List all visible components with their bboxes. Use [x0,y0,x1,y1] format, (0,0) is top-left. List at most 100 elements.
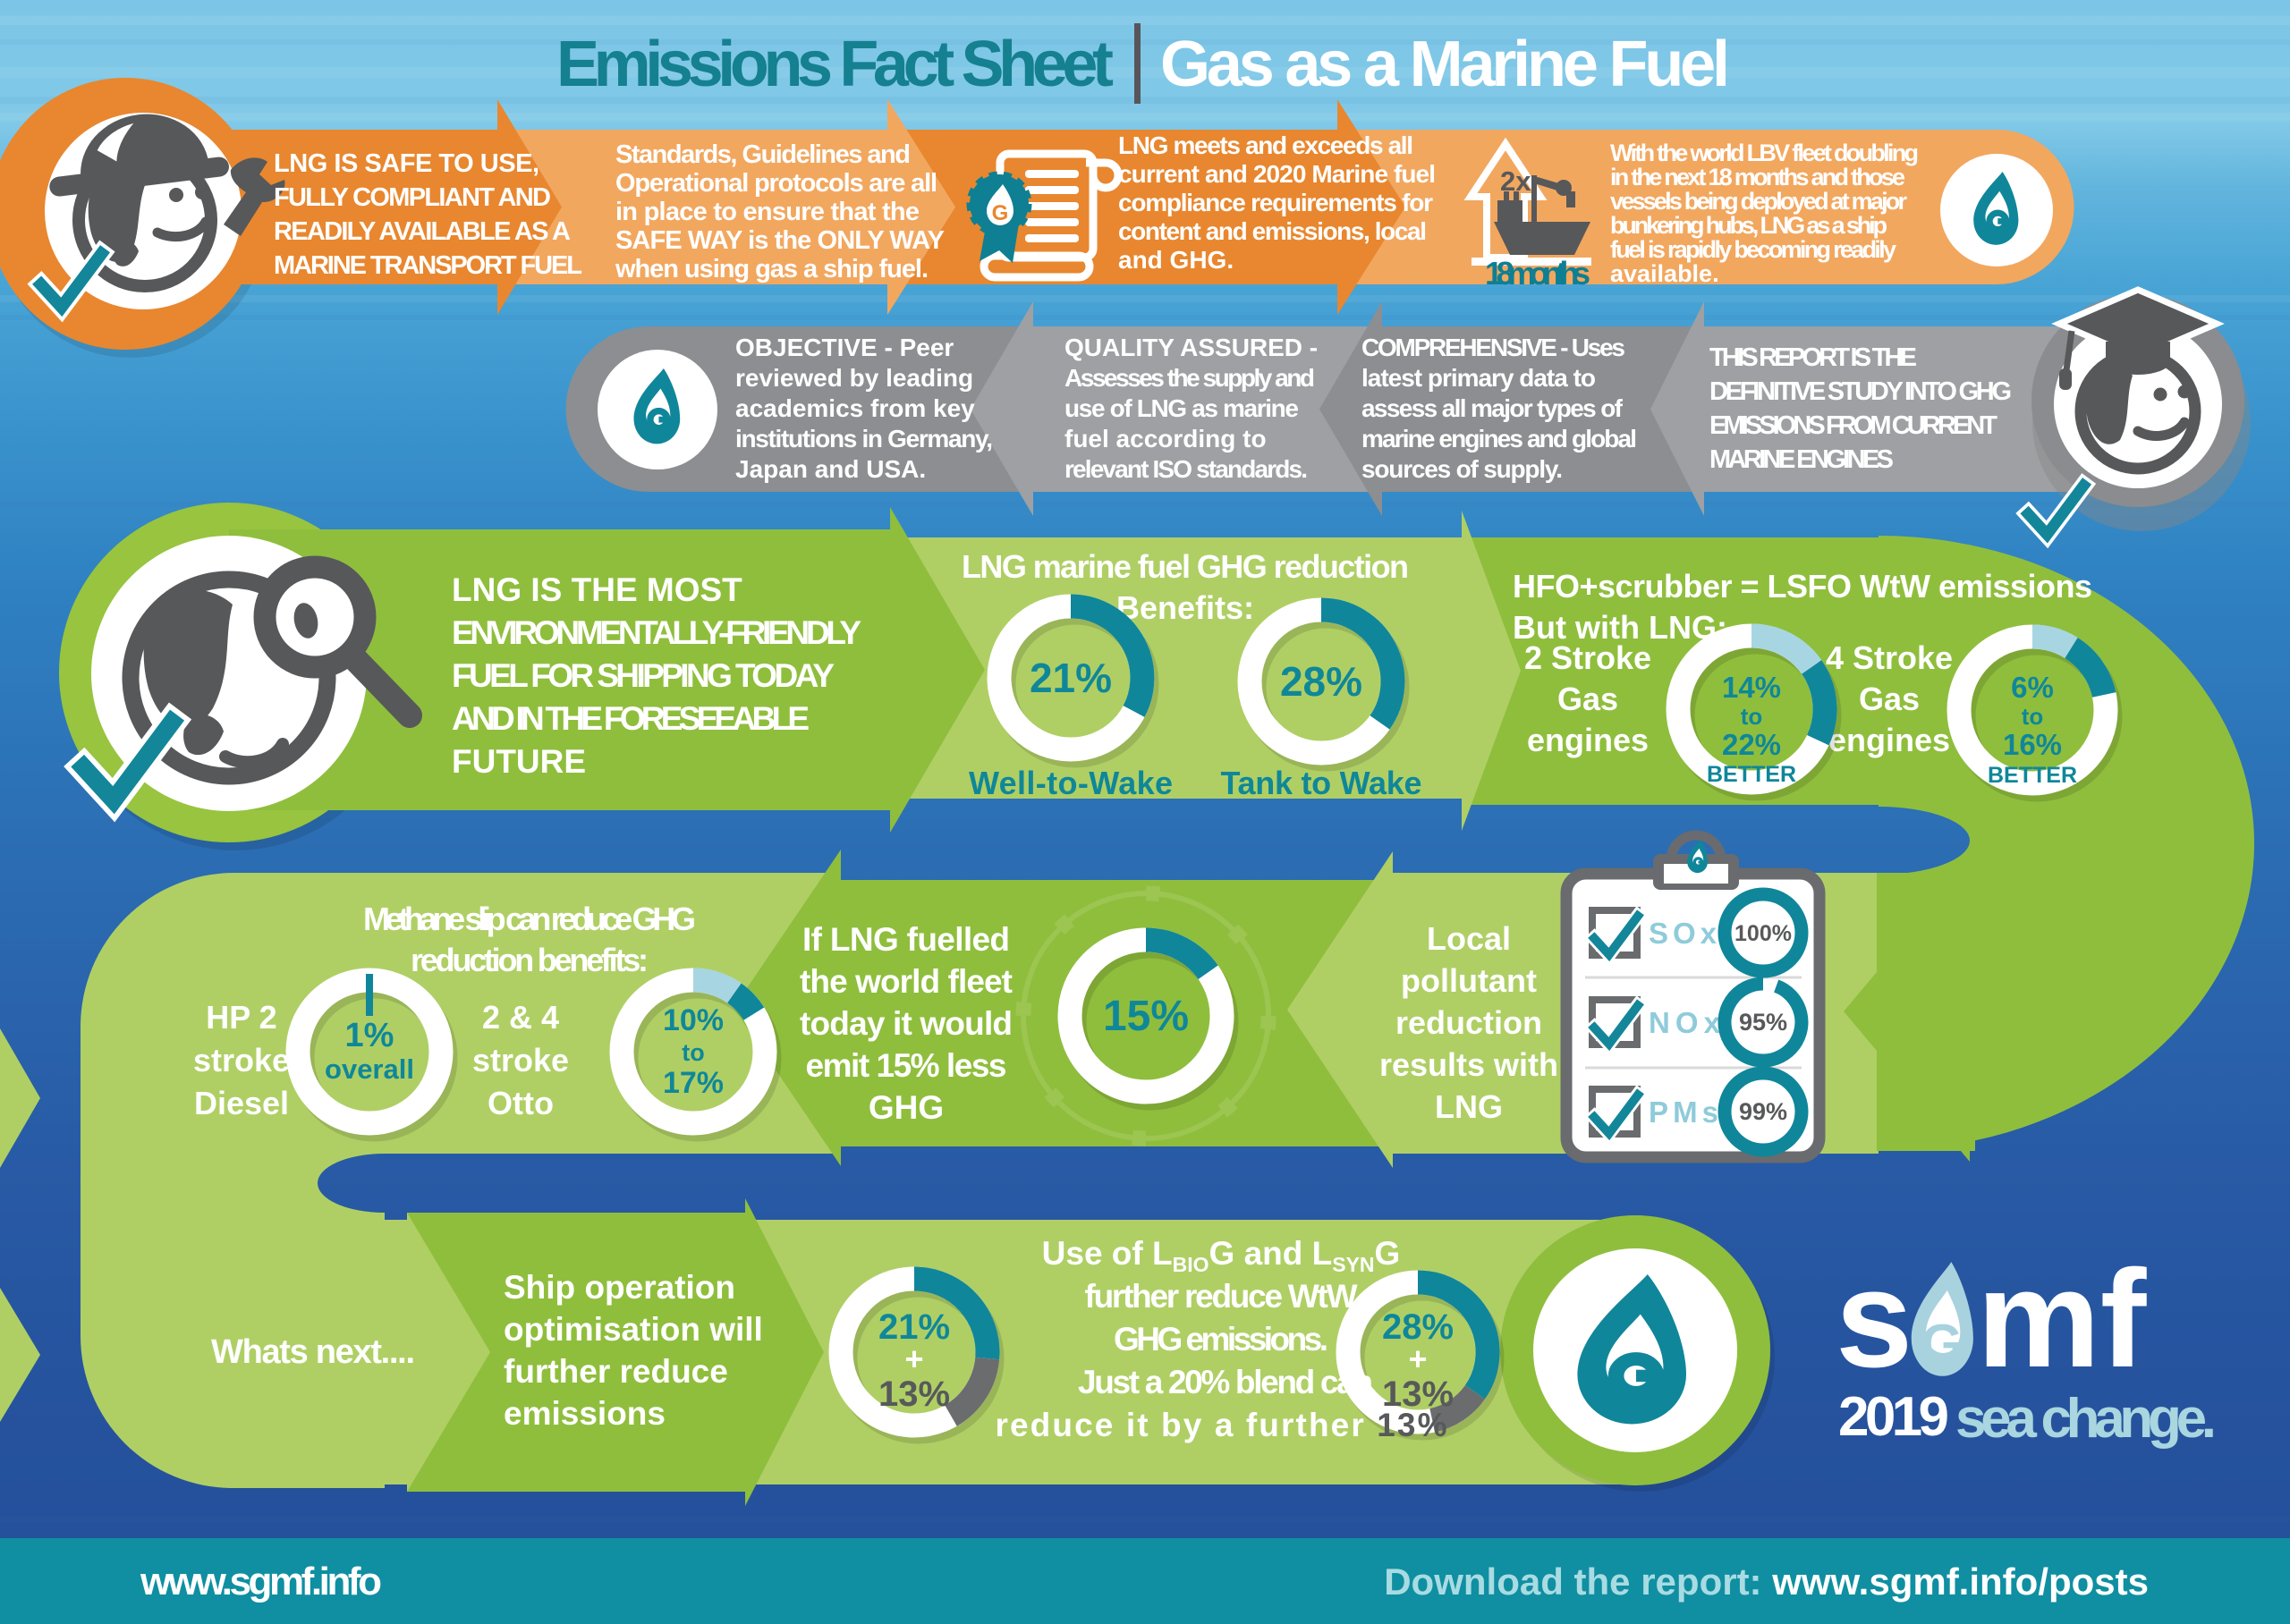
svg-text:further reduce: further reduce [504,1353,728,1390]
svg-text:4 Stroke: 4 Stroke [1826,639,1953,676]
svg-text:reviewed by leading: reviewed by leading [735,364,973,392]
svg-text:+: + [1408,1341,1427,1377]
svg-text:reduction: reduction [1395,1004,1542,1041]
svg-text:READILY AVAILABLE AS A: READILY AVAILABLE AS A [274,217,571,246]
svg-text:With the world LBV fleet doubl: With the world LBV fleet doubling [1610,140,1919,166]
svg-text:EMISSIONS FROM CURRENT: EMISSIONS FROM CURRENT [1709,411,1997,440]
svg-text:emissions: emissions [504,1395,666,1432]
svg-text:MARINE TRANSPORT FUEL: MARINE TRANSPORT FUEL [274,251,582,280]
svg-text:18months: 18months [1485,255,1590,292]
svg-text:Gas: Gas [1859,681,1920,717]
svg-text:sea change.: sea change. [1955,1388,2217,1450]
svg-text:16%: 16% [2003,728,2062,761]
svg-text:HP 2: HP 2 [206,999,276,1036]
svg-text:22%: 22% [1722,728,1781,761]
svg-text:But with LNG:: But with LNG: [1513,609,1727,646]
svg-text:Japan and USA.: Japan and USA. [735,455,926,483]
svg-text:FULLY COMPLIANT AND: FULLY COMPLIANT AND [274,183,551,212]
svg-text:+: + [904,1341,923,1377]
svg-text:institutions in Germany,: institutions in Germany, [735,425,993,453]
svg-text:Whats next....: Whats next.... [211,1333,415,1371]
svg-text:sources of supply.: sources of supply. [1361,455,1563,483]
svg-text:available.: available. [1610,260,1719,287]
svg-text:stroke: stroke [472,1042,569,1078]
svg-text:Use of LBIOG and LSYNG: Use of LBIOG and LSYNG [1042,1235,1401,1276]
svg-text:Gas as a Marine Fuel: Gas as a Marine Fuel [1160,29,1730,100]
svg-text:100%: 100% [1734,921,1792,946]
svg-text:and GHG.: and GHG. [1118,246,1234,274]
svg-text:ENVIRONMENTALLY-FRIENDLY: ENVIRONMENTALLY-FRIENDLY [452,614,861,651]
svg-text:13%: 13% [878,1374,950,1414]
svg-text:engines: engines [1527,722,1649,758]
svg-text:to: to [2022,703,2044,730]
svg-text:FUTURE: FUTURE [452,743,586,780]
svg-text:Otto: Otto [488,1085,554,1121]
svg-text:SAFE WAY is the ONLY WAY: SAFE WAY is the ONLY WAY [615,226,945,255]
svg-text:academics from key: academics from key [735,394,975,422]
svg-text:21%: 21% [1030,655,1112,701]
svg-text:stroke: stroke [193,1042,290,1078]
svg-text:www.sgmf.info: www.sgmf.info [140,1560,382,1603]
svg-text:in the next 18 months and thos: in the next 18 months and those [1610,164,1905,190]
svg-text:Gas: Gas [1557,681,1618,717]
svg-text:13%: 13% [1382,1374,1454,1414]
svg-text:OBJECTIVE - Peer: OBJECTIVE - Peer [735,334,954,361]
svg-text:Assesses the supply and: Assesses the supply and [1064,364,1315,392]
svg-text:Well-to-Wake: Well-to-Wake [969,765,1173,801]
svg-text:LNG IS THE MOST: LNG IS THE MOST [452,571,742,608]
svg-text:engines: engines [1828,722,1950,758]
svg-text:results with: results with [1379,1046,1558,1083]
svg-text:If LNG fuelled: If LNG fuelled [802,921,1010,958]
svg-text:THIS REPORT IS THE: THIS REPORT IS THE [1709,343,1917,372]
svg-text:GHG emissions.: GHG emissions. [1114,1321,1328,1358]
svg-text:Local: Local [1427,920,1511,957]
svg-text:Standards, Guidelines and: Standards, Guidelines and [615,140,911,169]
svg-text:17%: 17% [663,1066,724,1100]
svg-text:LNG meets and exceeds all: LNG meets and exceeds all [1118,131,1413,159]
svg-text:6%: 6% [2011,671,2054,704]
svg-text:15%: 15% [1103,993,1189,1040]
svg-text:BETTER: BETTER [1988,763,2077,788]
svg-text:in place to ensure that the: in place to ensure that the [615,198,920,226]
svg-text:Methane slip can reduce GHG: Methane slip can reduce GHG [363,901,696,937]
svg-text:overall: overall [325,1053,414,1085]
svg-text:Emissions Fact Sheet: Emissions Fact Sheet [556,29,1114,100]
svg-text:Benefits:: Benefits: [1116,589,1254,626]
svg-text:PMs: PMs [1649,1095,1718,1129]
svg-text:Diesel: Diesel [194,1085,289,1121]
svg-text:G: G [1921,1314,1963,1374]
svg-text:reduce it by a further 13%: reduce it by a further 13% [996,1407,1447,1443]
svg-text:28%: 28% [1280,658,1362,705]
svg-text:10%: 10% [663,1003,724,1037]
svg-text:bunkering hubs, LNG as a ship: bunkering hubs, LNG as a ship [1610,212,1887,239]
svg-text:BETTER: BETTER [1707,762,1796,787]
svg-text:when using gas a ship fuel.: when using gas a ship fuel. [615,255,929,283]
svg-text:NOx: NOx [1649,1006,1721,1039]
svg-text:fuel is rapidly becoming readi: fuel is rapidly becoming readily [1610,236,1896,263]
svg-text:to: to [1741,703,1763,730]
svg-text:mf: mf [1977,1241,2147,1396]
svg-text:content and emissions, local: content and emissions, local [1118,217,1427,245]
svg-text:28%: 28% [1382,1307,1454,1347]
svg-text:Tank to Wake: Tank to Wake [1221,765,1422,801]
svg-text:current and 2020 Marine fuel: current and 2020 Marine fuel [1118,160,1436,188]
svg-text:HFO+scrubber = LSFO WtW emissi: HFO+scrubber = LSFO WtW emissions [1513,568,2092,605]
svg-text:2019: 2019 [1838,1386,1949,1448]
svg-text:assess all major types of: assess all major types of [1361,394,1624,422]
svg-text:1%: 1% [345,1017,394,1054]
svg-text:compliance requirements for: compliance requirements for [1118,189,1433,216]
svg-text:to: to [682,1039,704,1066]
svg-text:latest primary data to: latest primary data to [1361,364,1596,392]
svg-text:FUEL FOR SHIPPING TODAY: FUEL FOR SHIPPING TODAY [452,657,835,694]
svg-text:21%: 21% [878,1307,950,1347]
svg-text:reduction benefits:: reduction benefits: [411,942,649,978]
svg-text:DEFINITIVE STUDY INTO GHG: DEFINITIVE STUDY INTO GHG [1709,377,2012,406]
svg-text:use of LNG as marine: use of LNG as marine [1064,394,1299,422]
svg-text:LNG: LNG [1435,1088,1503,1125]
svg-text:today it would: today it would [800,1005,1013,1042]
svg-text:LNG IS SAFE TO USE,: LNG IS SAFE TO USE, [274,149,539,178]
svg-text:AND IN THE FORESEEABLE: AND IN THE FORESEEABLE [452,700,810,737]
svg-text:GHG: GHG [869,1089,944,1126]
svg-text:relevant ISO standards.: relevant ISO standards. [1064,455,1308,483]
svg-text:the world fleet: the world fleet [800,963,1013,1000]
